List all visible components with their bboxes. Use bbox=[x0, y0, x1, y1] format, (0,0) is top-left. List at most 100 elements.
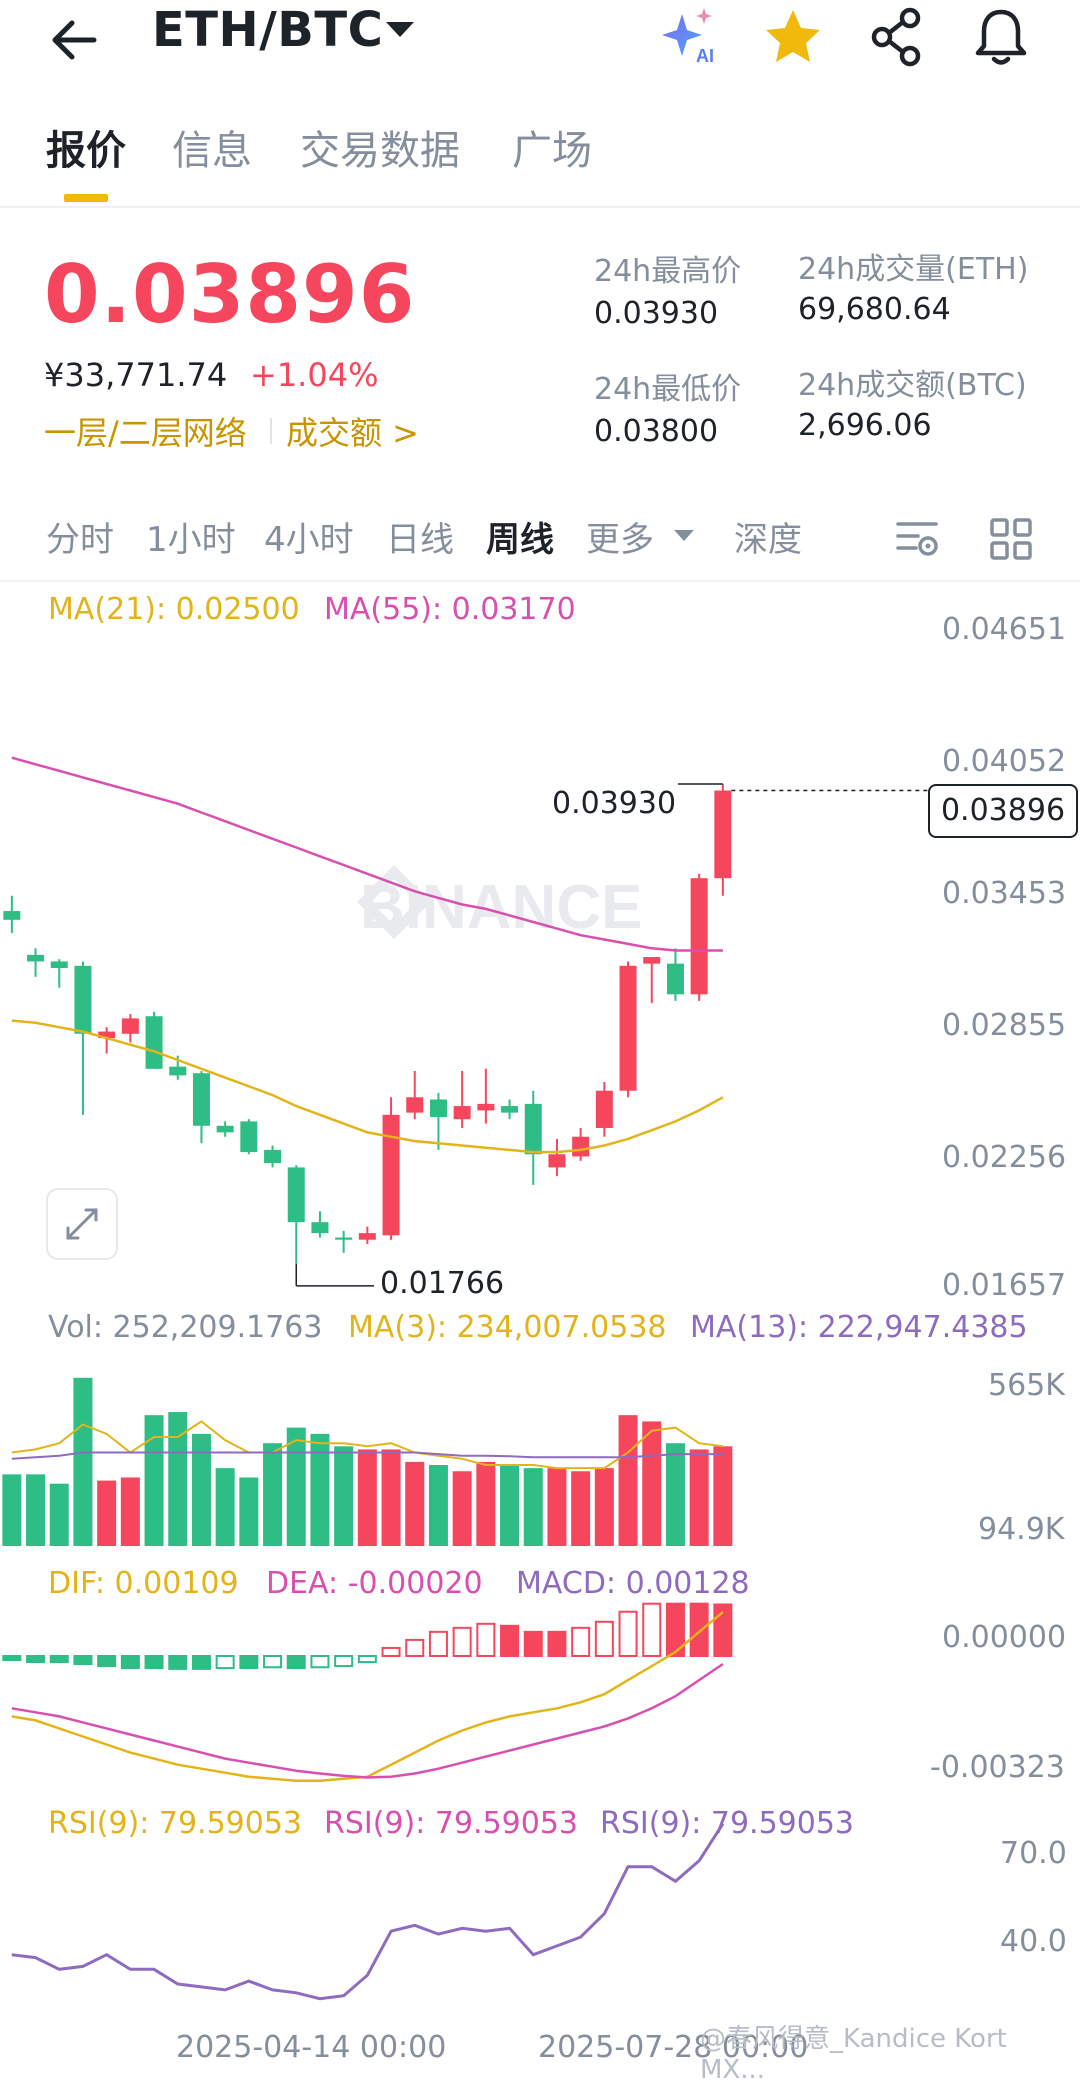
share-icon[interactable] bbox=[864, 4, 930, 70]
macd-bar bbox=[618, 1610, 638, 1657]
candle-body bbox=[3, 911, 21, 920]
ai-sparkle-icon[interactable]: AI bbox=[658, 4, 724, 70]
volume-axis-label: 94.9K bbox=[978, 1512, 1065, 1547]
candle-body bbox=[192, 1073, 210, 1126]
volume-bar bbox=[97, 1480, 117, 1546]
tab-quote[interactable]: 报价 bbox=[46, 128, 126, 174]
volume-bar bbox=[334, 1446, 354, 1546]
candle-body bbox=[666, 963, 684, 995]
volume-bar bbox=[452, 1471, 472, 1546]
candle-body bbox=[27, 954, 45, 962]
candle-body bbox=[240, 1121, 258, 1153]
volume-bar bbox=[49, 1483, 69, 1546]
low-marker-label: 0.01766 bbox=[380, 1266, 505, 1301]
volume-bar bbox=[2, 1474, 22, 1546]
macd-bar bbox=[476, 1622, 496, 1658]
macd-bar bbox=[144, 1655, 164, 1670]
volume-bar bbox=[73, 1377, 93, 1546]
macd-bar bbox=[500, 1624, 520, 1657]
price-axis-label: 0.04052 bbox=[942, 744, 1067, 779]
timeframe-bar: 分时 1小时 4小时 日线 周线 更多 深度 bbox=[0, 500, 1080, 582]
tf-timeshare[interactable]: 分时 bbox=[46, 520, 114, 560]
volume-bar bbox=[381, 1449, 401, 1546]
candle-body bbox=[358, 1233, 376, 1240]
layer-network-link[interactable]: 一层/二层网络 bbox=[44, 414, 247, 452]
candle-body bbox=[429, 1099, 447, 1118]
tf-weekly[interactable]: 周线 bbox=[486, 520, 554, 560]
date-label: 2025-07-28 00:00 bbox=[538, 2030, 809, 2065]
macd-bar bbox=[523, 1630, 543, 1658]
candle-body bbox=[311, 1222, 329, 1234]
price-axis-label: 0.02855 bbox=[942, 1008, 1067, 1043]
candle-body bbox=[572, 1136, 590, 1157]
last-price: 0.03896 bbox=[44, 248, 416, 341]
macd-bar bbox=[547, 1630, 567, 1658]
rsi-line bbox=[11, 1822, 725, 2001]
candle-body bbox=[264, 1149, 282, 1164]
volume-axis-label: 565K bbox=[988, 1368, 1065, 1403]
candle-body bbox=[643, 957, 661, 964]
low-value: 0.03800 bbox=[594, 414, 719, 449]
volume-bar bbox=[310, 1433, 330, 1546]
macd-bar bbox=[191, 1655, 211, 1670]
last-price-marker: 0.03896 bbox=[928, 784, 1078, 838]
ma55-legend: MA(55): 0.03170 bbox=[324, 592, 576, 627]
vol-btc-label: 24h成交额(BTC) bbox=[798, 368, 1027, 403]
macd-bar bbox=[26, 1655, 46, 1664]
candle-body bbox=[74, 965, 92, 1034]
back-arrow-icon[interactable] bbox=[44, 10, 104, 70]
macd-bar bbox=[49, 1655, 69, 1664]
candle-body bbox=[524, 1103, 542, 1155]
macd-bar bbox=[263, 1655, 283, 1669]
volume-bar bbox=[286, 1427, 306, 1546]
volume-bar bbox=[168, 1412, 188, 1546]
ai-label: AI bbox=[696, 46, 714, 66]
tf-1h[interactable]: 1小时 bbox=[146, 520, 236, 560]
volume-bar bbox=[571, 1471, 591, 1546]
candle-body bbox=[145, 1016, 163, 1069]
bell-icon[interactable] bbox=[968, 4, 1034, 70]
candle-body bbox=[335, 1237, 353, 1240]
tab-info[interactable]: 信息 bbox=[172, 128, 252, 174]
vol-ma3-legend: MA(3): 234,007.0538 bbox=[348, 1310, 667, 1345]
tab-square[interactable]: 广场 bbox=[512, 128, 592, 174]
price-cny: ¥33,771.74 bbox=[44, 356, 228, 394]
volume-bar bbox=[523, 1468, 543, 1546]
volume-rank-link[interactable]: 成交额 > bbox=[286, 414, 419, 452]
candle-body bbox=[453, 1106, 471, 1120]
trading-pair-title[interactable]: ETH/BTC bbox=[152, 2, 384, 58]
volume-bar bbox=[713, 1446, 733, 1546]
macd-bar bbox=[452, 1626, 472, 1658]
volume-bar bbox=[500, 1465, 520, 1546]
ma55-line bbox=[11, 756, 723, 952]
volume-legend: Vol: 252,209.1763 bbox=[48, 1310, 323, 1345]
divider bbox=[270, 418, 272, 444]
candle-body bbox=[619, 965, 637, 1091]
star-icon[interactable] bbox=[760, 4, 826, 70]
volume-bar bbox=[191, 1433, 211, 1546]
grid-layout-icon[interactable] bbox=[986, 514, 1036, 564]
rsi-axis-label: 70.0 bbox=[1000, 1836, 1067, 1871]
volume-bar bbox=[689, 1449, 709, 1546]
macd-bar bbox=[239, 1655, 259, 1670]
candle-body bbox=[477, 1103, 495, 1111]
price-axis-label: 0.01657 bbox=[942, 1268, 1067, 1303]
tf-depth[interactable]: 深度 bbox=[734, 520, 802, 560]
macd-bar bbox=[381, 1646, 401, 1657]
macd-bar bbox=[713, 1603, 733, 1658]
tf-4h[interactable]: 4小时 bbox=[264, 520, 354, 560]
tf-daily[interactable]: 日线 bbox=[386, 520, 454, 560]
dea-legend: DEA: -0.00020 bbox=[266, 1566, 483, 1601]
caret-down-icon[interactable] bbox=[386, 22, 414, 37]
tab-trading-data[interactable]: 交易数据 bbox=[300, 128, 460, 174]
volume-bar bbox=[215, 1468, 235, 1546]
volume-bar bbox=[357, 1449, 377, 1546]
chart-settings-icon[interactable] bbox=[892, 514, 942, 564]
volume-bar bbox=[618, 1415, 638, 1546]
price-axis-label: 0.02256 bbox=[942, 1140, 1067, 1175]
low-label: 24h最低价 bbox=[594, 372, 742, 407]
high-marker-label: 0.03930 bbox=[552, 786, 677, 821]
tf-more[interactable]: 更多 bbox=[586, 520, 654, 560]
expand-chart-button[interactable] bbox=[46, 1188, 118, 1260]
